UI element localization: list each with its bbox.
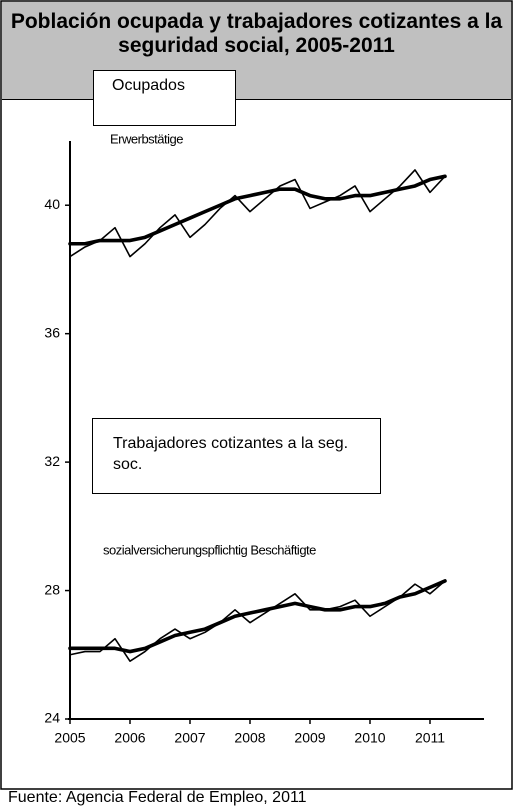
annotation: Ocupados <box>93 70 236 126</box>
x-tick-label: 2008 <box>234 730 265 746</box>
frame <box>0 0 513 790</box>
x-tick-label: 2010 <box>354 730 385 746</box>
x-tick-label: 2009 <box>294 730 325 746</box>
y-tick-label: 28 <box>44 581 60 597</box>
series-label: Erwerbstätige <box>110 131 183 146</box>
series-line <box>69 580 446 663</box>
chart-title: Población ocupada y trabajadores cotizan… <box>2 2 511 100</box>
annotation: Trabajadores cotizantes a la seg. soc. <box>92 418 381 494</box>
series-label: sozialversicherungspflichtig Beschäftigt… <box>103 542 316 557</box>
y-tick-label: 36 <box>44 324 60 340</box>
x-tick-label: 2007 <box>174 730 205 746</box>
x-tick-label: 2005 <box>54 730 85 746</box>
x-tick-label: 2006 <box>114 730 145 746</box>
trend-line <box>68 579 447 654</box>
y-tick-label: 40 <box>44 196 60 212</box>
source: Fuente: Agencia Federal de Empleo, 2011 <box>8 789 307 806</box>
y-tick-label: 24 <box>44 710 60 726</box>
series-line <box>69 169 446 258</box>
y-tick-label: 32 <box>44 453 60 469</box>
trend-line <box>68 174 447 246</box>
x-tick-label: 2011 <box>415 730 445 746</box>
